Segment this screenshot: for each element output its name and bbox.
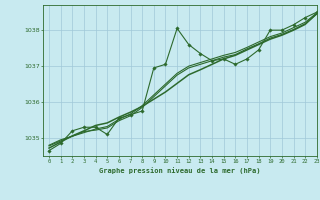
X-axis label: Graphe pression niveau de la mer (hPa): Graphe pression niveau de la mer (hPa) [99, 167, 261, 174]
